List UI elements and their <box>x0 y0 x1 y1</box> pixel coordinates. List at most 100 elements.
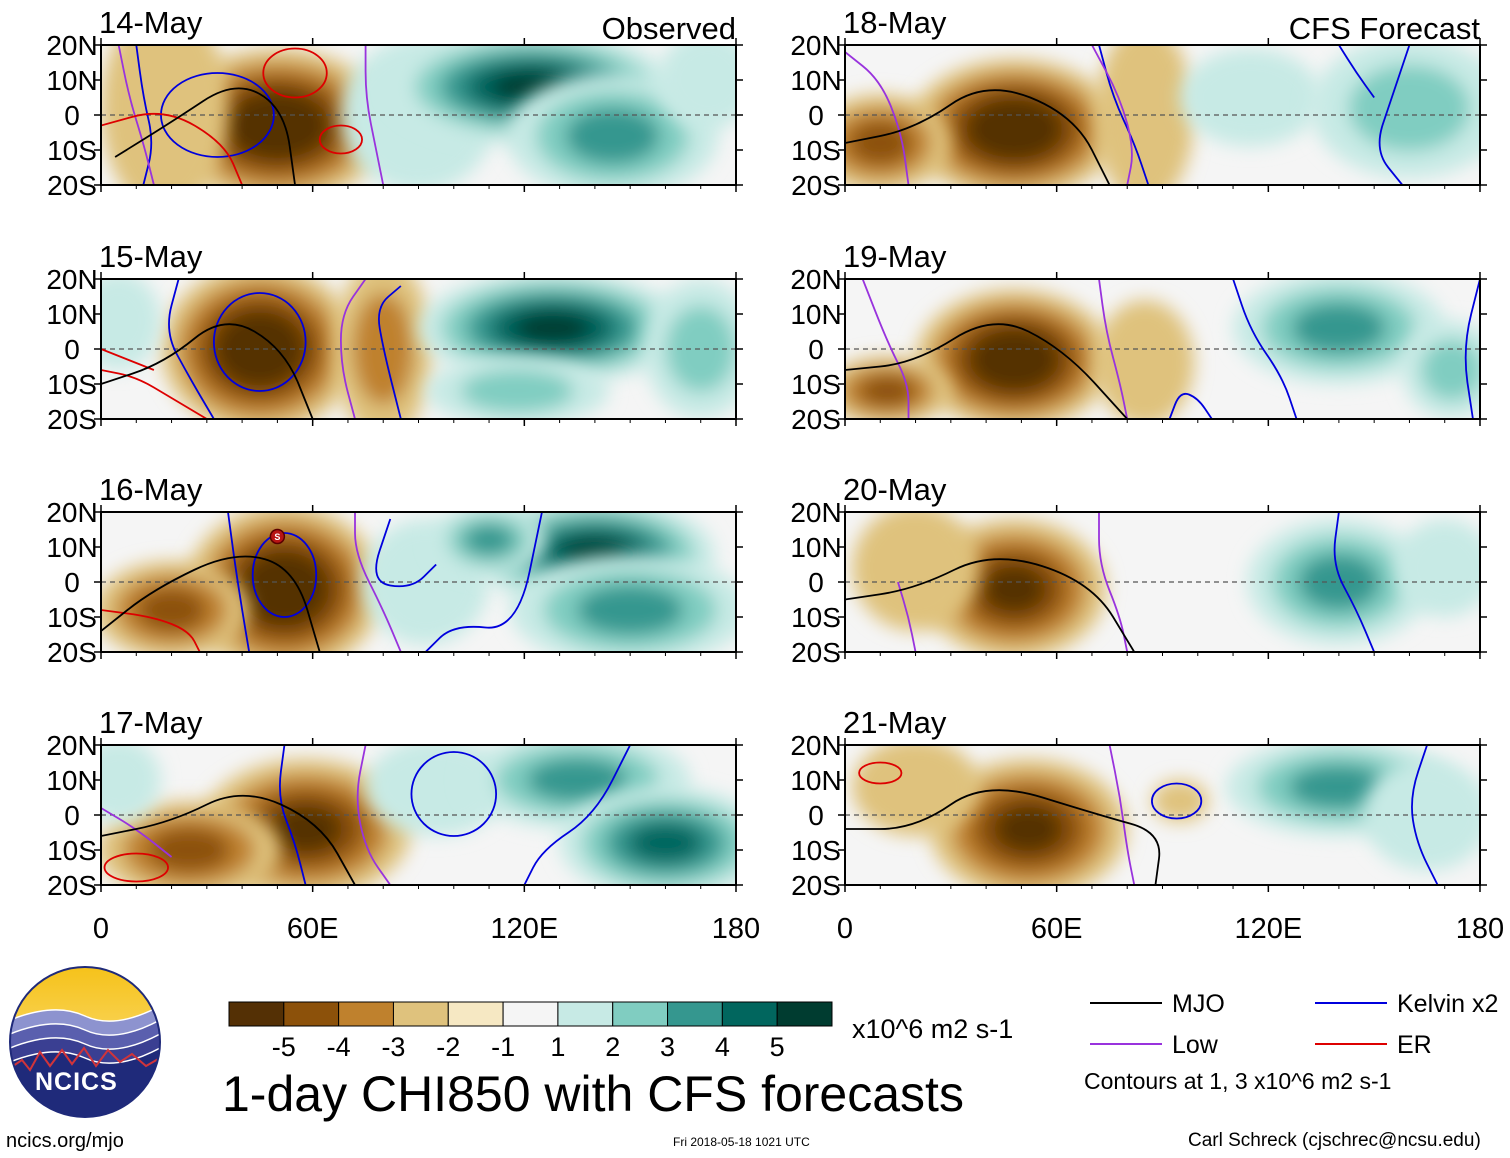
panel-21-May: 20N 10N 0 10S 20S 21-May 0 60E 120E 180 <box>790 705 1504 945</box>
anomaly-blob <box>1247 519 1431 645</box>
storm-marker-label: S <box>274 532 280 542</box>
colorbar-swatch <box>612 1001 669 1027</box>
y-tick-label: 10N <box>46 532 97 563</box>
legend-label-kelvin-x2: Kelvin x2 <box>1397 990 1498 1018</box>
y-tick-label: 20N <box>790 264 841 295</box>
y-tick-label: 20S <box>47 404 97 435</box>
x-tick-label: 180 <box>712 913 760 945</box>
colorbar-swatch <box>338 1001 394 1027</box>
anomaly-blob <box>845 94 951 185</box>
panel-date: 17-May <box>99 705 203 740</box>
contour-mjo <box>101 323 314 419</box>
panel-date: 18-May <box>843 5 947 40</box>
anomaly-level <box>101 279 161 370</box>
contour-kelvin-x2 <box>251 532 318 618</box>
contour-kelvin-x2 <box>279 745 307 885</box>
wave-contours <box>845 45 1411 185</box>
wave-contours <box>845 512 1375 652</box>
colorbar-label: 2 <box>605 1032 620 1062</box>
anomaly-blob <box>510 554 736 652</box>
logo-text: NCICS <box>35 1068 118 1096</box>
anomaly-blob <box>559 787 736 885</box>
colorbar-label: -3 <box>381 1032 405 1062</box>
contour-mjo <box>845 89 1111 185</box>
contour-low <box>117 45 155 185</box>
contour-low <box>1098 279 1129 419</box>
y-tick-label: 20S <box>791 870 841 901</box>
contour-low <box>356 745 392 885</box>
anomaly-level <box>460 369 574 413</box>
anomaly-level <box>137 588 207 632</box>
colorbar-swatch <box>667 1001 723 1027</box>
anomaly-blob <box>845 356 951 419</box>
y-tick-label: 20N <box>790 497 841 528</box>
colorbar-swatch <box>283 1001 340 1027</box>
colorbar-swatch <box>502 1001 559 1027</box>
contour-mjo <box>114 87 296 185</box>
y-tick-label: 0 <box>64 334 80 365</box>
anomaly-blob <box>1363 759 1480 871</box>
colorbar-units: x10^6 m2 s-1 <box>852 1014 1014 1044</box>
y-tick-label: 20S <box>47 637 97 668</box>
panel-15-May: 20N 10N 0 10S 20S 15-May <box>46 239 743 435</box>
panel-date: 21-May <box>843 705 947 740</box>
anomaly-blob <box>101 561 250 652</box>
x-tick-label: 120E <box>490 913 558 945</box>
anomaly-blob <box>658 45 736 129</box>
contour-low <box>861 279 910 419</box>
panel-date: 19-May <box>843 239 947 274</box>
y-tick-label: 10S <box>47 835 97 866</box>
colorbar-label: 1 <box>550 1032 565 1062</box>
colorbar-swatch <box>557 1001 614 1027</box>
x-tick-label: 60E <box>1031 913 1083 945</box>
anomaly-blob <box>101 745 161 822</box>
contour-kelvin-x2 <box>1378 45 1411 185</box>
anomaly-blob <box>852 512 980 631</box>
contour-kelvin-x2 <box>1098 45 1150 185</box>
anomaly-level <box>514 312 591 344</box>
anomaly-level <box>982 564 1047 614</box>
anomaly-blob <box>101 279 161 370</box>
x-tick-label: 60E <box>287 913 339 945</box>
wave-contours <box>101 45 385 185</box>
anomaly-level <box>984 109 1045 149</box>
contour-er <box>318 124 363 155</box>
panel-date: 15-May <box>99 239 203 274</box>
anomaly-level <box>576 585 684 635</box>
anomaly-level <box>665 305 736 393</box>
footer-timestamp: Fri 2018-05-18 1021 UTC <box>673 1135 810 1149</box>
y-tick-label: 20S <box>47 170 97 201</box>
panel-20-May: 20N 10N 0 10S 20S 20-May <box>790 472 1487 668</box>
y-tick-label: 10N <box>790 532 841 563</box>
contour-er <box>101 369 208 419</box>
contour-low <box>354 512 402 652</box>
legend-label-er: ER <box>1397 1031 1432 1059</box>
anomaly-blob <box>1402 321 1480 419</box>
anomaly-level <box>148 828 230 872</box>
contour-mjo <box>101 555 321 652</box>
anomaly-field <box>845 279 1480 419</box>
contour-kelvin-x2 <box>212 292 307 392</box>
anomaly-level <box>527 758 628 802</box>
anomaly-level <box>852 512 980 631</box>
y-tick-label: 10S <box>791 835 841 866</box>
contour-low <box>1108 745 1136 885</box>
panel-19-May: 20N 10N 0 10S 20S 19-May <box>790 239 1487 435</box>
panel-date: 14-May <box>99 5 203 40</box>
contour-legend: MJO Kelvin x2 Low ER <box>1090 990 1498 1059</box>
anomaly-blob <box>432 512 546 575</box>
anomaly-blob <box>1233 279 1445 384</box>
contour-kelvin-x2 <box>378 285 402 419</box>
anomaly-blob <box>161 279 359 419</box>
anomaly-level <box>565 108 660 164</box>
logo-art <box>10 967 160 1117</box>
contour-low <box>101 807 173 858</box>
y-tick-label: 10S <box>47 602 97 633</box>
anomaly-level <box>658 45 736 129</box>
anomaly-level <box>852 745 980 836</box>
y-tick-label: 20S <box>791 170 841 201</box>
y-tick-label: 20S <box>791 404 841 435</box>
anomaly-level <box>1151 780 1209 822</box>
y-tick-label: 10N <box>46 65 97 96</box>
contour-mjo <box>845 789 1161 885</box>
